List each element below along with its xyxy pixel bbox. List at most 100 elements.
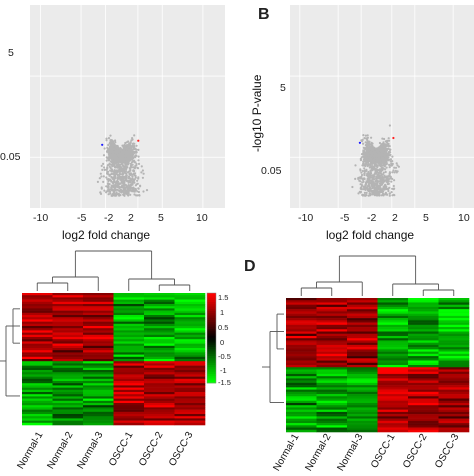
heatmap-d-cell [438, 389, 470, 393]
heatmap-d-cell [286, 418, 317, 422]
volcano-b-point-ns [380, 188, 383, 191]
volcano-b-point-ns [379, 170, 382, 174]
heatmap-c-cell [174, 361, 206, 364]
volcano-b-point-ns [372, 182, 375, 185]
heatmap-c-cell [52, 332, 84, 336]
heatmap-d-cell [286, 367, 317, 370]
heatmap-c-cell [113, 304, 145, 307]
heatmap-c-cell [83, 330, 114, 333]
heatmap-c-cell [52, 354, 84, 358]
heatmap-c-cell [22, 304, 53, 307]
heatmap-c-cell [83, 416, 114, 419]
volcano-b-point-ns [360, 156, 363, 159]
heatmap-c-cell [52, 323, 84, 327]
heatmap-d-cell [286, 427, 317, 431]
heatmap-d-cell [377, 398, 409, 402]
heatmap-d-cell [408, 389, 439, 393]
heatmap-d-cell [377, 427, 409, 431]
heatmap-c-cell [83, 414, 114, 417]
volcano-b-point-ns [370, 136, 373, 139]
volcano-a-point-ns [122, 154, 125, 157]
heatmap-c-cell [174, 398, 206, 402]
heatmap-d-cell [347, 385, 378, 388]
heatmap-c-cell [174, 418, 206, 421]
heatmap-d-cell [286, 322, 317, 326]
heatmap-c-cell [22, 409, 53, 413]
heatmap-d-cell [408, 351, 439, 355]
volcano-b-point-ns [383, 146, 386, 150]
heatmap-d-cell [286, 351, 317, 355]
heatmap-d-cell [377, 376, 409, 379]
volcano-b-point-down [358, 141, 361, 144]
volcano-b-point-ns [387, 142, 390, 145]
heatmap-d-cell [316, 373, 348, 377]
heatmap-c-cell [83, 387, 114, 391]
volcano-b-point-ns [377, 191, 381, 195]
heatmap-d-cell [316, 302, 348, 305]
heatmap-c-cell [83, 350, 114, 353]
heatmap-d-cell [408, 306, 439, 310]
heatmap-d-cell [316, 423, 348, 426]
volcano-b-point-ns [367, 154, 370, 157]
heatmap-d-cell [408, 414, 439, 417]
volcano-a-point-ns [113, 179, 116, 182]
volcano-b-point-ns [390, 180, 393, 183]
heatmap-c-cell [113, 319, 145, 322]
volcano-a-xtick: -10 [33, 212, 49, 224]
heatmap-c-cell [52, 337, 84, 340]
heatmap-c-cell [83, 367, 114, 371]
volcano-a-point-ns [122, 190, 125, 193]
heatmap-c-cell [174, 299, 206, 303]
volcano-a-point-ns [107, 163, 111, 166]
heatmap-c-cell [83, 343, 114, 347]
heatmap-c-cell [113, 392, 145, 395]
heatmap-c-cell [52, 359, 84, 362]
heatmap-c-cell [174, 405, 206, 408]
heatmap-c-cell [174, 365, 206, 369]
heatmap-d-cell [347, 398, 378, 402]
volcano-a-point-ns [107, 143, 110, 147]
heatmap-d-cell [347, 380, 378, 384]
heatmap-d-cell [438, 425, 470, 428]
heatmap-c-cell [22, 381, 53, 384]
volcano-a-point-ns [113, 154, 116, 157]
volcano-a-point-ns [124, 147, 127, 150]
heatmap-c-cell [52, 295, 84, 298]
heatmap-c-cell [52, 403, 84, 406]
heatmap-d-cell [347, 416, 378, 419]
volcano-a-xtick: -5 [77, 212, 87, 224]
heatmap-c-cell [174, 343, 206, 347]
colorbar-segment [207, 326, 216, 330]
heatmap-c-cell [113, 352, 145, 355]
heatmap-c-cell [83, 312, 114, 316]
heatmap-d-cell [316, 429, 348, 433]
heatmap-d-cell [408, 385, 439, 388]
heatmap-d-cell [347, 382, 378, 386]
heatmap-c-cell [174, 394, 206, 397]
heatmap-c-cell [52, 310, 84, 314]
heatmap-c-cell [144, 343, 175, 347]
volcano-b-point-ns [361, 169, 364, 173]
volcano-b-point-ns [386, 158, 389, 161]
heatmap-d-cell [347, 309, 378, 312]
volcano-b-point-ns [369, 194, 372, 197]
volcano-a-point-ns [113, 175, 116, 179]
volcano-a-point-ns [123, 149, 126, 152]
heatmap-c-cell [174, 407, 206, 410]
volcano-a-point-ns [124, 192, 127, 195]
heatmap-d-cell [347, 376, 378, 379]
volcano-a-point-ns [108, 149, 111, 152]
heatmap-d-cell [286, 338, 317, 341]
heatmap-d-cell [377, 349, 409, 352]
heatmap-c-cell [144, 315, 175, 318]
heatmap-d-cell [438, 360, 470, 364]
volcano-a-point-ns [113, 163, 116, 166]
heatmap-c-cell [174, 367, 206, 371]
heatmap-c-cell [22, 400, 53, 404]
colorbar-segment [207, 302, 216, 305]
heatmap-d-cell [316, 376, 348, 379]
heatmap-d-cell [347, 362, 378, 366]
heatmap-d-cell [286, 411, 317, 415]
heatmap-c-cell [83, 299, 114, 303]
colorbar-segment [207, 313, 216, 316]
